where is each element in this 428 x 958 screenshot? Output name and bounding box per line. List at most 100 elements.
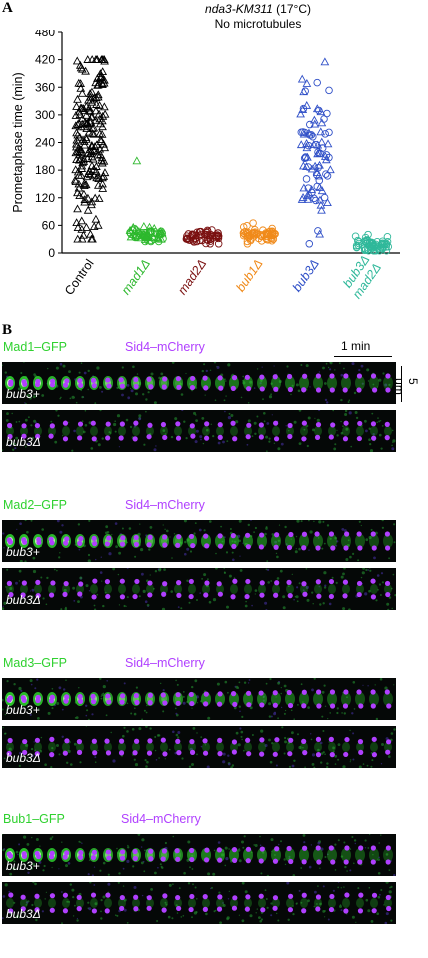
timelapse-strip: bub3+ [2,520,396,562]
x-tick-label: bub3Δ [290,257,322,295]
data-point [307,164,317,173]
data-point [312,168,322,177]
data-point [71,121,81,130]
y-tick-label: 60 [42,218,56,232]
data-point [147,237,155,246]
timelapse-strip: bub3Δ [2,726,396,768]
data-point [81,133,91,142]
data-point [373,244,382,253]
data-point [72,56,82,65]
data-point [312,104,322,113]
data-point [82,223,91,231]
data-point [87,161,97,170]
data-point [316,200,326,209]
chart-title: nda3-KM311 (17°C) [128,2,388,16]
data-point [82,110,91,119]
data-point [304,128,314,137]
mcherry-label: Sid4–mCherry [121,812,201,826]
data-point [249,219,257,227]
data-point [298,105,308,114]
data-point [308,188,316,197]
data-point [77,234,87,243]
data-point [96,135,106,143]
data-point [73,130,83,139]
data-point [98,67,108,76]
data-point [317,205,326,214]
data-point [315,160,324,169]
data-point [78,135,88,144]
channel-legend: Mad3–GFP Sid4–mCherry [3,656,205,670]
data-point [90,142,100,150]
data-point [156,227,165,235]
data-point [82,102,91,111]
data-point [81,180,91,189]
data-point [86,116,95,125]
data-point [85,106,95,115]
data-point [89,129,99,138]
data-point [268,237,276,245]
data-point [320,57,330,66]
data-point [150,228,159,236]
genotype-label: bub3Δ [6,907,41,921]
data-point [91,93,101,101]
data-point [87,112,96,121]
data-point [87,197,97,206]
data-point [361,237,370,246]
data-point [92,173,102,182]
gfp-label: Mad3–GFP [3,656,67,670]
data-point [313,78,321,87]
data-point [321,130,329,138]
data-point [302,79,312,87]
data-point [323,139,333,148]
series-5 [351,230,393,255]
data-point [73,94,82,103]
data-point [93,92,103,101]
data-point [315,195,325,204]
data-point [148,232,158,241]
data-point [302,175,311,183]
data-point [88,124,97,132]
data-point [75,132,85,141]
timelapse-strip: bub3+ [2,834,396,876]
data-point [85,170,95,179]
data-point [144,233,154,242]
scatter-chart: 0 60 120 180 240 300 360 420 480 Prometaphase tim… [11,30,400,301]
data-point [363,239,372,247]
data-point [320,152,330,160]
gfp-label: Mad1–GFP [3,340,67,354]
data-point [99,156,109,165]
genotype-label: bub3+ [6,545,40,559]
data-point [98,75,108,84]
data-point [361,233,370,242]
data-point [322,151,331,159]
data-point [80,181,89,190]
data-point [93,220,103,229]
genotype-label: bub3+ [6,859,40,873]
data-point [305,240,314,248]
gfp-label: Mad2–GFP [3,498,67,512]
data-point [82,124,92,133]
data-point [306,120,314,129]
series-4 [296,57,335,248]
data-point [100,143,110,152]
data-point [75,60,85,69]
data-point [83,205,93,214]
data-point [269,235,278,244]
x-tick-label: mad1Δ [119,257,153,298]
data-point [322,170,330,178]
genotype-label: bub3Δ [6,593,41,607]
data-point [79,104,88,112]
series-0 [70,55,110,243]
data-point [97,55,106,64]
data-point [354,241,363,250]
data-point [97,129,107,138]
data-point [313,182,322,191]
length-scale-bar [401,366,402,402]
data-point [317,118,327,127]
data-point [83,55,93,63]
data-point [88,234,97,243]
data-point [303,191,312,200]
data-point [82,119,92,128]
data-point [326,165,335,174]
data-point [141,231,151,240]
